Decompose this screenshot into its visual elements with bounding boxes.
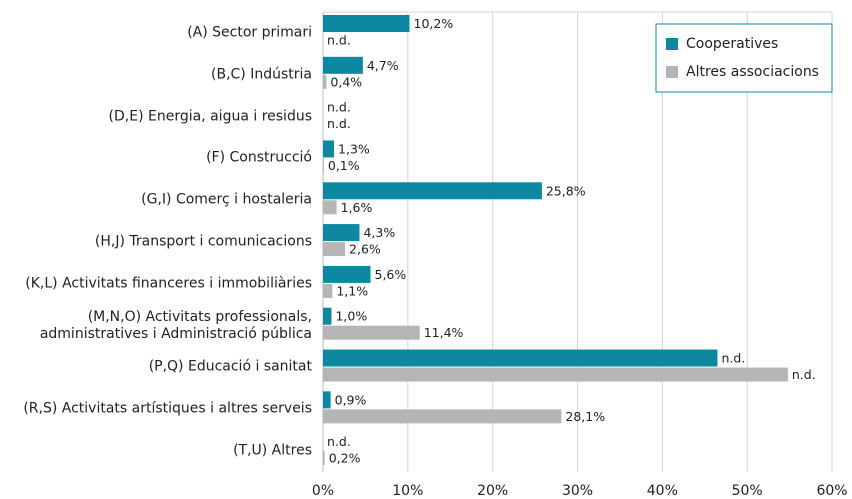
x-tick-label: 60% — [816, 483, 847, 499]
value-label: 11,4% — [424, 325, 464, 340]
value-label: 4,3% — [363, 225, 395, 240]
value-label: 4,7% — [367, 58, 399, 73]
legend-swatch — [666, 38, 678, 50]
x-tick-label: 20% — [477, 483, 508, 499]
value-label: n.d. — [327, 33, 351, 48]
value-label: 10,2% — [414, 16, 454, 31]
y-tick-label: (F) Construcció — [206, 149, 312, 166]
bar — [323, 283, 333, 298]
value-label: n.d. — [327, 116, 351, 131]
bar — [323, 158, 324, 173]
value-label: 28,1% — [565, 409, 605, 424]
bar — [323, 307, 332, 325]
value-label: n.d. — [327, 434, 351, 449]
y-tick-label: (D,E) Energia, aigua i residus — [108, 108, 312, 125]
y-tick-label: (M,N,O) Activitats professionals, admini… — [39, 308, 312, 342]
legend-swatch — [666, 66, 678, 78]
bar — [323, 182, 542, 200]
legend-label: Altres associacions — [686, 64, 819, 80]
bar — [323, 451, 325, 466]
x-tick-label: 10% — [392, 483, 423, 499]
legend-label: Cooperatives — [686, 36, 778, 52]
value-label: n.d. — [792, 367, 816, 382]
value-label: 1,0% — [335, 309, 367, 324]
value-label: 25,8% — [546, 183, 586, 198]
bar — [323, 409, 562, 424]
y-tick-label: (A) Sector primari — [187, 24, 312, 41]
value-label: 1,6% — [341, 200, 373, 215]
y-tick-label: (R,S) Activitats artístiques i altres se… — [23, 400, 312, 417]
bar — [323, 200, 337, 215]
value-label: 0,2% — [329, 451, 361, 466]
bar — [323, 140, 335, 158]
bar — [323, 367, 788, 382]
bar — [323, 325, 420, 340]
bar — [323, 349, 718, 367]
value-label: 1,3% — [338, 141, 370, 156]
y-tick-label: (H,J) Transport i comunicacions — [94, 233, 312, 250]
value-label: 0,4% — [330, 74, 362, 89]
y-tick-label: (T,U) Altres — [233, 442, 312, 459]
value-label: 5,6% — [375, 267, 407, 282]
y-tick-label: (P,Q) Educació i sanitat — [148, 358, 312, 375]
x-tick-label: 30% — [562, 483, 593, 499]
bar — [323, 74, 327, 89]
x-tick-label: 40% — [647, 483, 678, 499]
value-label: 1,1% — [336, 283, 368, 298]
value-label: n.d. — [721, 351, 745, 366]
legend-box — [655, 23, 833, 93]
y-tick-label: (G,I) Comerç i hostaleria — [141, 191, 312, 208]
value-label: 0,1% — [328, 158, 360, 173]
y-tick-label: (B,C) Indústria — [211, 66, 312, 83]
value-label: n.d. — [327, 100, 351, 115]
bar — [323, 56, 363, 74]
y-tick-label: (K,L) Activitats financeres i immobiliàr… — [25, 275, 312, 292]
bar — [323, 265, 371, 283]
x-tick-label: 50% — [732, 483, 763, 499]
value-label: 0,9% — [335, 392, 367, 407]
bar — [323, 242, 346, 257]
bar — [323, 224, 360, 242]
value-label: 2,6% — [349, 242, 381, 257]
bar — [323, 391, 331, 409]
bar — [323, 15, 410, 32]
x-tick-label: 0% — [312, 483, 334, 499]
